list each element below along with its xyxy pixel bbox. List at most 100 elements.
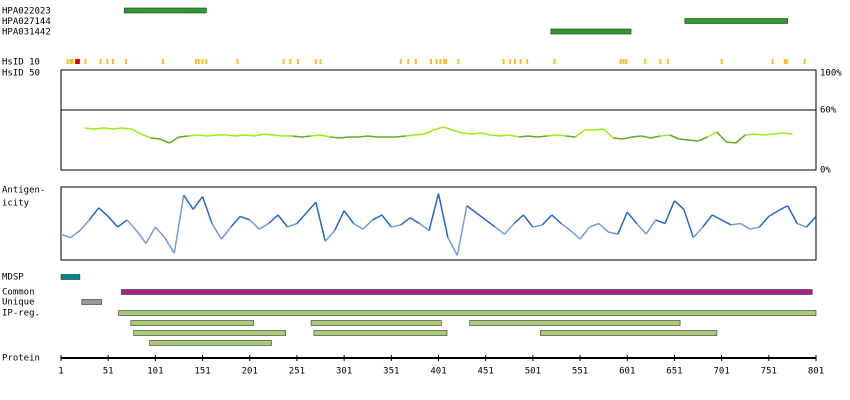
hsid10-mark	[502, 59, 505, 64]
profile-segment	[428, 193, 440, 231]
profile-segment	[532, 224, 543, 228]
x-tick-label: 651	[666, 367, 682, 377]
profile-segment	[419, 222, 430, 232]
hsid10-mark	[553, 59, 556, 64]
profile-segment	[311, 134, 321, 137]
profile-segment	[150, 137, 161, 140]
profile-segment	[414, 133, 425, 136]
profile-segment	[277, 214, 289, 228]
antibody-label: HPA031442	[2, 28, 51, 38]
hsid10-mark	[99, 59, 102, 64]
profile-segment	[122, 127, 132, 130]
hsid10-mark	[659, 59, 662, 64]
profile-segment	[782, 132, 793, 135]
profile-segment	[513, 214, 524, 225]
profile-segment	[669, 134, 680, 140]
profile-segment	[641, 135, 651, 139]
profile-segment	[697, 136, 708, 142]
profile-segment	[183, 194, 194, 210]
profile-segment	[60, 233, 71, 239]
hsid10-mark	[205, 59, 208, 64]
profile-segment	[88, 207, 100, 221]
profile-segment	[499, 134, 510, 137]
profile-segment	[117, 219, 128, 228]
profile-segment	[645, 219, 657, 235]
profile-segment	[400, 217, 411, 226]
profile-segment	[315, 202, 326, 242]
profile-segment	[107, 215, 119, 228]
profile-segment	[490, 134, 500, 137]
x-tick-label: 151	[194, 367, 210, 377]
hsid10-mark	[666, 59, 669, 64]
profile-segment	[574, 129, 586, 138]
profile-segment	[764, 133, 774, 136]
profile-segment	[560, 222, 572, 232]
profile-segment	[334, 210, 345, 231]
profile-segment	[69, 230, 81, 239]
profile-segment	[135, 230, 147, 244]
hsid10-mark	[414, 59, 417, 64]
profile-segment	[494, 226, 506, 235]
x-tick-label: 701	[713, 367, 729, 377]
profile-segment	[471, 132, 482, 135]
profile-segment	[546, 134, 557, 137]
x-tick-label: 401	[430, 367, 446, 377]
hsid10-label: HsID 10	[2, 58, 40, 68]
profile-segment	[631, 135, 642, 138]
profile-segment	[462, 132, 472, 135]
profile-segment	[688, 139, 699, 142]
hsid10-mark	[526, 59, 529, 64]
profile-segment	[711, 214, 722, 221]
profile-segment	[679, 138, 689, 141]
profile-segment	[391, 224, 401, 228]
profile-segment	[735, 134, 746, 144]
profile-segment	[622, 136, 633, 140]
profile-segment	[522, 214, 534, 228]
profile-segment	[424, 129, 435, 135]
profile-segment	[603, 128, 614, 139]
profile-segment	[258, 222, 270, 230]
profile-segment	[730, 222, 741, 226]
hsid10-mark	[282, 59, 285, 64]
profile-segment	[409, 217, 421, 225]
profile-segment	[726, 141, 736, 144]
profile-segment	[296, 212, 307, 224]
profile-segment	[683, 209, 695, 238]
profile-segment	[305, 201, 317, 214]
profile-segment	[131, 128, 142, 135]
profile-segment	[650, 135, 661, 139]
profile-segment	[273, 134, 283, 137]
profile-segment	[244, 134, 255, 137]
profile-segment	[551, 214, 562, 225]
hsid10-mark	[443, 59, 446, 64]
profile-segment	[598, 222, 609, 233]
antigenicity-frame	[60, 186, 817, 261]
antibody-bar	[684, 18, 788, 24]
profile-segment	[509, 134, 519, 138]
profile-segment	[579, 226, 591, 240]
y-tick-label: 100%	[820, 69, 842, 79]
profile-segment	[745, 133, 755, 136]
profile-segment	[324, 230, 336, 242]
profile-segment	[358, 135, 368, 138]
hsid10-mark	[622, 59, 625, 64]
hsid10-mark	[435, 59, 438, 64]
track-label: IP-reg.	[2, 309, 40, 319]
profile-segment	[159, 138, 170, 144]
profile-segment	[79, 219, 90, 232]
profile-segment	[721, 219, 732, 226]
hsid10-mark	[289, 59, 292, 64]
profile-segment	[395, 135, 406, 138]
profile-segment	[570, 230, 581, 240]
profile-segment	[405, 134, 415, 137]
antibody-bar	[123, 7, 207, 14]
profile-segment	[339, 136, 349, 139]
profile-segment	[240, 215, 251, 221]
profile-segment	[796, 222, 807, 228]
profile-segment	[636, 223, 647, 235]
track-bar	[310, 320, 442, 326]
profile-segment	[485, 219, 496, 228]
profile-segment	[456, 205, 468, 256]
hsid10-mark	[69, 59, 72, 64]
profile-segment	[768, 210, 779, 218]
